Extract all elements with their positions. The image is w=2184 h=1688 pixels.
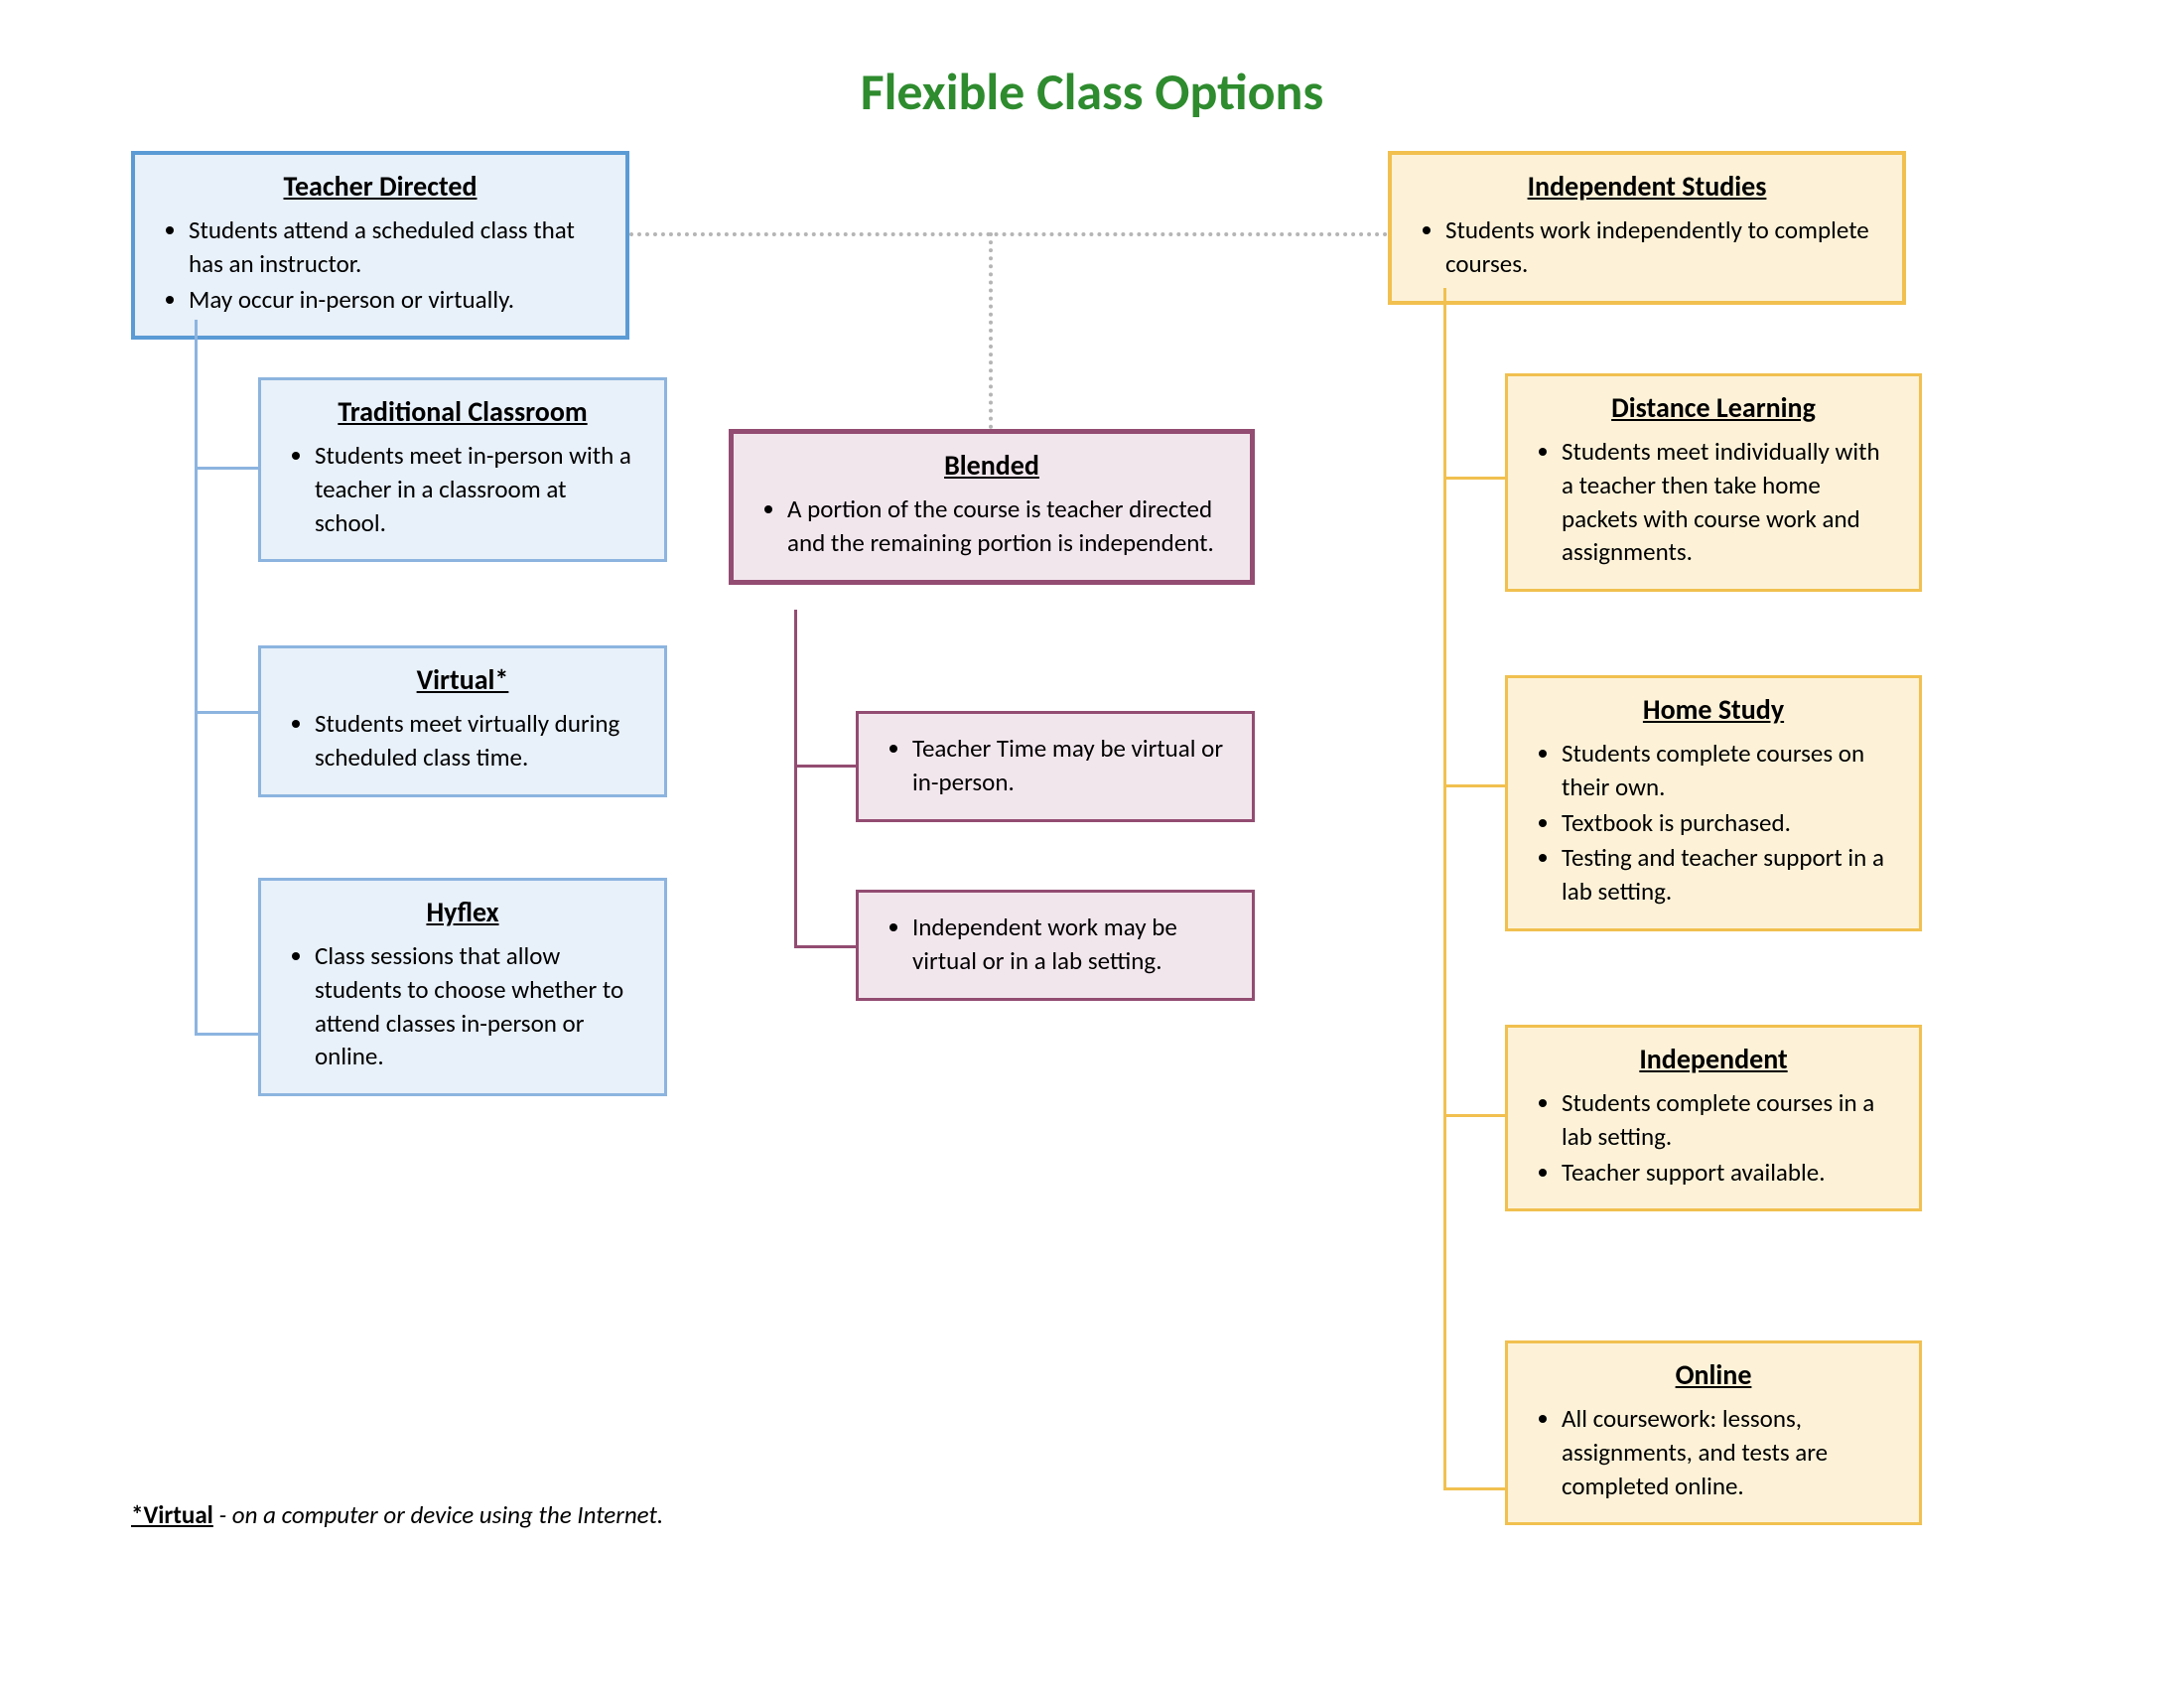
teacher-directed-box: Teacher Directed Students attend a sched… (131, 151, 629, 340)
hyflex-box: Hyflex Class sessions that allow student… (258, 878, 667, 1096)
independent-child-bullet: Students complete courses in a lab setti… (1562, 1086, 1895, 1154)
traditional-classroom-bullet: Students meet in-person with a teacher i… (315, 439, 640, 539)
page-title: Flexible Class Options (861, 60, 1323, 123)
independent-child-title: Independent (1532, 1042, 1895, 1076)
traditional-classroom-title: Traditional Classroom (285, 394, 640, 429)
distance-learning-bullet: Students meet individually with a teache… (1562, 435, 1895, 569)
blended-bullet: A portion of the course is teacher direc… (787, 492, 1226, 560)
virtual-box: Virtual* Students meet virtually during … (258, 645, 667, 797)
blended-connector-h1 (794, 765, 856, 768)
home-study-bullet: Testing and teacher support in a lab set… (1562, 841, 1895, 909)
indep-connector-h4 (1443, 1487, 1505, 1490)
blended-title: Blended (757, 448, 1226, 483)
hyflex-bullet: Class sessions that allow students to ch… (315, 939, 640, 1073)
indep-connector-h1 (1443, 477, 1505, 480)
independent-child-bullet: Teacher support available. (1562, 1156, 1895, 1190)
virtual-title: Virtual* (285, 662, 640, 697)
blended-child-bullet: Teacher Time may be virtual or in-person… (912, 732, 1228, 799)
independent-studies-bullet: Students work independently to complete … (1445, 213, 1878, 281)
online-title: Online (1532, 1357, 1895, 1392)
teacher-connector-h1 (195, 467, 258, 470)
indep-connector-h2 (1443, 784, 1505, 787)
distance-learning-title: Distance Learning (1532, 390, 1895, 425)
footnote-body: - on a computer or device using the Inte… (213, 1499, 663, 1530)
distance-learning-box: Distance Learning Students meet individu… (1505, 373, 1922, 592)
teacher-bullet: Students attend a scheduled class that h… (189, 213, 602, 281)
independent-studies-box: Independent Studies Students work indepe… (1388, 151, 1906, 305)
blended-connector-v (794, 610, 797, 947)
blended-child-bullet: Independent work may be virtual or in a … (912, 911, 1228, 978)
dotted-connector (629, 232, 1388, 236)
indep-connector-v (1443, 288, 1446, 1489)
virtual-bullet: Students meet virtually during scheduled… (315, 707, 640, 774)
virtual-footnote: *Virtual - on a computer or device using… (131, 1499, 663, 1530)
home-study-bullet: Textbook is purchased. (1562, 806, 1895, 840)
teacher-connector-h3 (195, 1033, 258, 1036)
teacher-bullet: May occur in-person or virtually. (189, 283, 602, 317)
dotted-connector-down (989, 232, 993, 429)
independent-studies-title: Independent Studies (1416, 169, 1878, 204)
traditional-classroom-box: Traditional Classroom Students meet in-p… (258, 377, 667, 562)
indep-connector-h3 (1443, 1114, 1505, 1117)
home-study-title: Home Study (1532, 692, 1895, 727)
home-study-box: Home Study Students complete courses on … (1505, 675, 1922, 931)
footnote-lead: *Virtual (131, 1499, 213, 1530)
blended-teacher-time-box: Teacher Time may be virtual or in-person… (856, 711, 1255, 822)
teacher-directed-title: Teacher Directed (159, 169, 602, 204)
blended-independent-work-box: Independent work may be virtual or in a … (856, 890, 1255, 1001)
blended-connector-h2 (794, 945, 856, 948)
independent-child-box: Independent Students complete courses in… (1505, 1025, 1922, 1211)
online-box: Online All coursework: lessons, assignme… (1505, 1340, 1922, 1525)
teacher-connector-v (195, 320, 198, 1035)
blended-box: Blended A portion of the course is teach… (729, 429, 1255, 585)
teacher-connector-h2 (195, 711, 258, 714)
hyflex-title: Hyflex (285, 895, 640, 929)
online-bullet: All coursework: lessons, assignments, an… (1562, 1402, 1895, 1502)
home-study-bullet: Students complete courses on their own. (1562, 737, 1895, 804)
